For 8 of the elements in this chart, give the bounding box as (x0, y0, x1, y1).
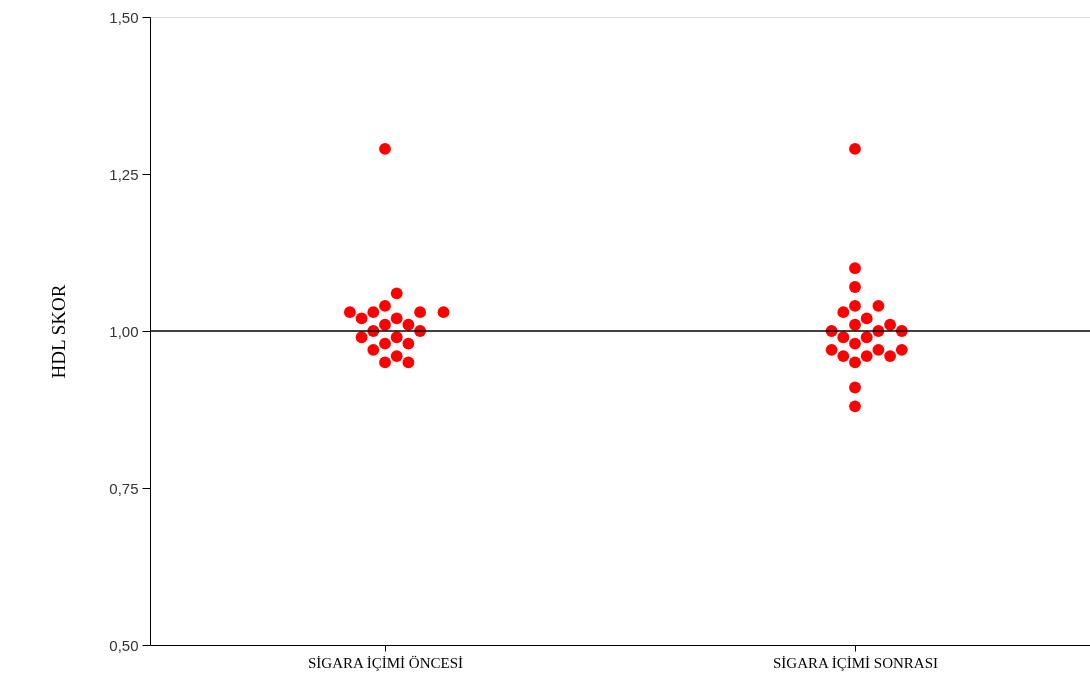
y-tick-label: 0,75 (109, 479, 139, 497)
y-tick-label: 0,50 (109, 636, 139, 654)
x-tick-label: SİGARA İÇİMİ ÖNCESİ (307, 654, 464, 671)
y-tick-label: 1,50 (109, 8, 139, 26)
x-tick-label: SİGARA İÇİMİ SONRASI (772, 654, 939, 671)
y-axis-title: HDL SKOR (48, 284, 70, 379)
y-tick-label: 1,00 (109, 322, 139, 340)
y-tick-label: 1,25 (109, 165, 139, 183)
